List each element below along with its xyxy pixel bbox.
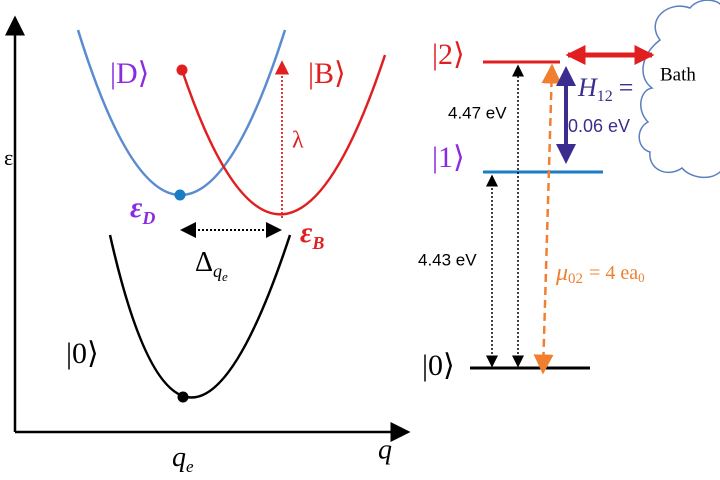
y-axis-label: ε	[4, 145, 13, 170]
level-1-label: |1⟩	[432, 141, 465, 174]
coupling-value: 0.06 eV	[568, 116, 630, 136]
bath-cloud	[638, 0, 720, 179]
energy-2-label: 4.47 eV	[448, 103, 507, 122]
state-b-label: |B⟩	[308, 57, 346, 90]
ground-state-curve	[108, 234, 292, 399]
epsilon-b-label: εB	[300, 216, 324, 253]
x-axis-label: q	[378, 434, 392, 465]
franck-condon-point	[176, 64, 188, 76]
coupling-label: H12 =	[577, 73, 633, 105]
dipole-arrow	[533, 63, 562, 375]
bath-label: Bath	[660, 64, 696, 85]
dipole-label: μ02 = 4 ea0	[555, 260, 645, 288]
dark-minimum	[174, 189, 186, 201]
state-0-label: |0⟩	[66, 337, 99, 370]
level-0-label: |0⟩	[422, 349, 455, 382]
ground-minimum	[177, 391, 189, 403]
energy-1-label: 4.43 eV	[418, 250, 477, 269]
dark-state-curve	[76, 29, 287, 197]
state-d-label: |D⟩	[110, 57, 149, 90]
epsilon-d-label: εD	[130, 191, 155, 228]
level-2-label: |2⟩	[432, 38, 465, 71]
lambda-label: λ	[292, 128, 304, 154]
delta-label: Δqe	[195, 247, 228, 284]
bright-state-curve	[180, 54, 387, 216]
x-tick-label: qe	[172, 442, 194, 475]
